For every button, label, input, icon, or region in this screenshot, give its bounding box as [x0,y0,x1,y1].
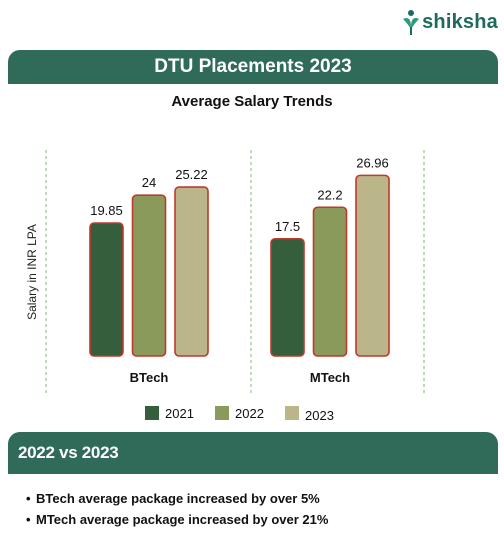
data-label-mtech-2023: 26.96 [356,155,389,170]
bar-btech-2022 [131,194,167,357]
comparison-bullet-list: BTech average package increased by over … [26,491,328,533]
legend-label-2021: 2021 [165,406,194,421]
comparison-section-header: 2022 vs 2023 [8,432,498,474]
bar-mtech-2021 [270,237,305,357]
category-label-btech: BTech [130,370,169,385]
bar-mtech-2022 [312,206,348,357]
salary-bar-chart: Salary in INR LPA 19.85 24 25.22 BTech 17.5 22… [25,150,425,423]
bullet-mtech: MTech average package increased by over … [26,512,328,527]
data-label-mtech-2021: 17.5 [275,219,300,234]
data-label-mtech-2022: 22.2 [317,187,342,202]
page-title-banner: DTU Placements 2023 [8,50,498,84]
legend-label-2023: 2023 [305,408,334,423]
data-label-btech-2022: 24 [142,175,156,190]
shiksha-logo: shiksha [401,4,498,40]
bar-mtech-2023 [355,174,390,357]
category-label-mtech: MTech [310,370,350,385]
y-axis-label: Salary in INR LPA [25,224,39,320]
chart-title: Average Salary Trends [171,93,333,110]
shiksha-logo-icon [403,10,420,35]
bar-btech-2023 [174,186,209,357]
legend-swatch-2023 [285,406,299,420]
bar-btech-2021 [89,222,124,357]
legend-label-2022: 2022 [235,406,264,421]
page-title: DTU Placements 2023 [154,56,352,77]
legend-swatch-2022 [215,406,229,420]
brand-name: shiksha [422,10,498,33]
comparison-section-title: 2022 vs 2023 [18,443,119,462]
data-label-btech-2021: 19.85 [90,203,123,218]
legend-swatch-2021 [145,406,159,420]
bullet-btech: BTech average package increased by over … [26,491,328,506]
data-label-btech-2023: 25.22 [175,167,208,182]
